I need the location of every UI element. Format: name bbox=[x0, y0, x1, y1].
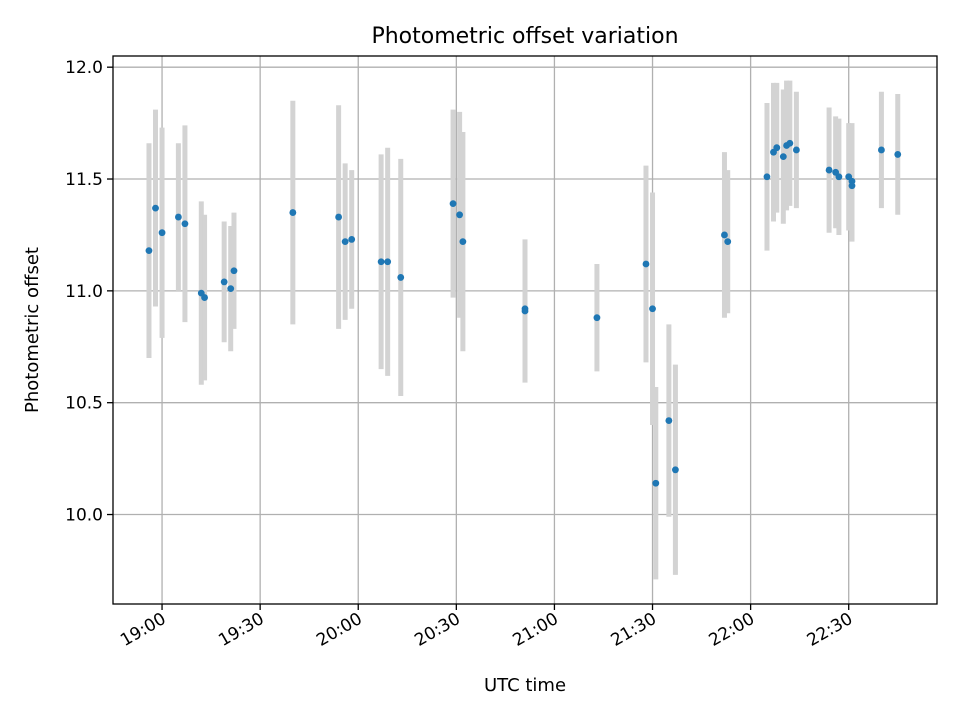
data-point bbox=[220, 278, 228, 286]
x-tick-label: 22:30 bbox=[804, 609, 856, 651]
data-point bbox=[773, 144, 781, 152]
data-point bbox=[649, 305, 656, 313]
x-axis-label: UTC time bbox=[484, 675, 566, 696]
data-point bbox=[593, 314, 601, 322]
data-point bbox=[335, 213, 343, 221]
y-tick-label: 10.5 bbox=[65, 394, 103, 414]
y-axis: 10.0 10.5 11.0 11.5 12.0 bbox=[65, 58, 113, 526]
y-tick-label: 12.0 bbox=[65, 58, 103, 78]
data-point bbox=[724, 238, 732, 246]
x-tick-label: 22:00 bbox=[706, 609, 758, 651]
x-tick-label: 20:30 bbox=[411, 609, 463, 651]
data-point bbox=[145, 247, 153, 254]
y-tick-label: 11.0 bbox=[65, 282, 103, 302]
data-point bbox=[792, 146, 800, 154]
data-point bbox=[672, 466, 679, 474]
data-point bbox=[786, 139, 794, 147]
data-point bbox=[227, 285, 235, 293]
data-point bbox=[348, 236, 356, 243]
data-point bbox=[456, 211, 464, 219]
data-point bbox=[878, 146, 885, 154]
x-tick-label: 20:00 bbox=[313, 609, 365, 651]
x-tick-label: 21:00 bbox=[509, 609, 561, 651]
data-point bbox=[652, 479, 660, 487]
data-point bbox=[384, 258, 392, 266]
data-point bbox=[721, 231, 728, 239]
y-tick-label: 11.5 bbox=[65, 170, 103, 190]
data-point bbox=[894, 151, 902, 158]
data-point bbox=[779, 153, 787, 161]
data-point bbox=[459, 238, 467, 246]
data-point bbox=[397, 274, 405, 281]
data-point bbox=[665, 417, 673, 424]
data-point bbox=[152, 204, 159, 212]
data-point bbox=[289, 209, 297, 216]
x-tick-label: 19:00 bbox=[117, 609, 169, 651]
data-point bbox=[174, 213, 182, 221]
data-point bbox=[835, 173, 843, 181]
x-tick-label: 21:30 bbox=[608, 609, 660, 651]
data-point bbox=[642, 260, 650, 268]
x-tick-label: 19:30 bbox=[215, 609, 267, 651]
data-point bbox=[158, 229, 166, 237]
data-point bbox=[449, 200, 457, 208]
chart-title: Photometric offset variation bbox=[371, 24, 678, 49]
x-axis: 19:00 19:30 20:00 20:30 21:00 21:30 22:00 22:30 bbox=[117, 604, 856, 651]
data-point bbox=[341, 238, 349, 246]
data-point bbox=[181, 220, 189, 228]
data-points bbox=[145, 139, 902, 487]
data-point bbox=[825, 166, 833, 174]
y-tick-label: 10.0 bbox=[65, 506, 103, 526]
data-point bbox=[848, 182, 856, 190]
data-point bbox=[377, 258, 385, 266]
data-point bbox=[201, 294, 208, 301]
data-point bbox=[230, 267, 238, 275]
data-point bbox=[763, 173, 771, 181]
plot-frame bbox=[112, 55, 938, 605]
y-axis-label: Photometric offset bbox=[22, 247, 43, 413]
data-point bbox=[521, 305, 529, 313]
